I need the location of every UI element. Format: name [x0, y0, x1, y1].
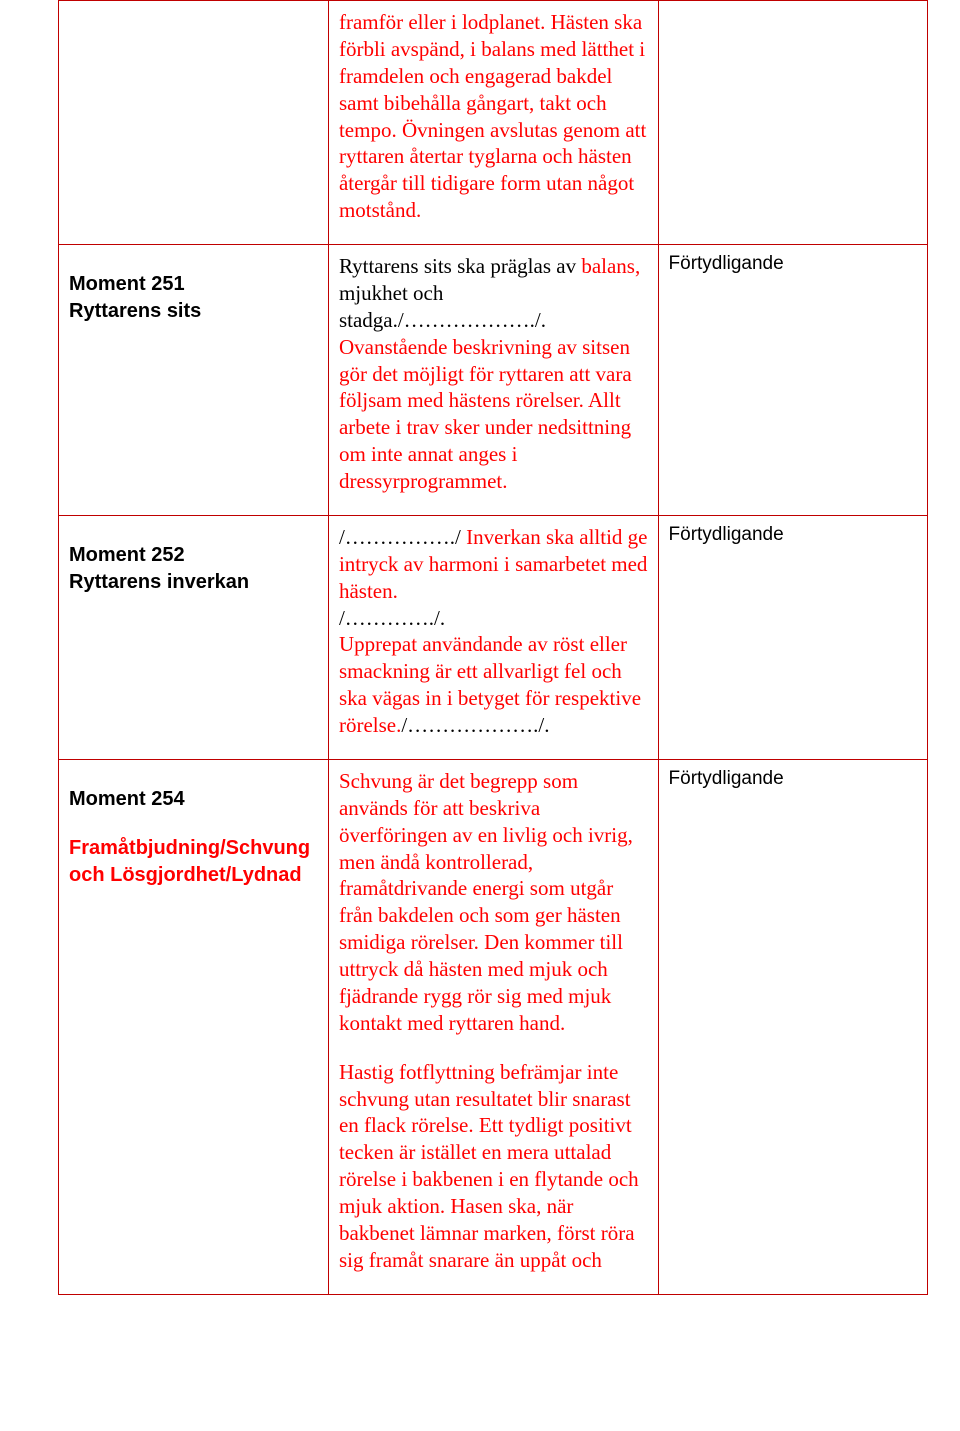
moment-title: Ryttarens sits: [69, 298, 318, 325]
description-text: Hastig fotflyttning befrämjar inte schvu…: [339, 1060, 639, 1272]
description-cell: Schvung är det begrepp som används för a…: [328, 759, 658, 1294]
description-text: /…………./.: [339, 606, 445, 630]
moment-number: Moment 254: [69, 786, 318, 813]
description-cell: Ryttarens sits ska präglas av balans, mj…: [328, 245, 658, 516]
table-row: Moment 252 Ryttarens inverkan /……………./ I…: [59, 515, 928, 759]
moment-number: Moment 251: [69, 271, 318, 298]
note-cell: [658, 1, 927, 245]
moment-number: Moment 252: [69, 542, 318, 569]
moment-cell: Moment 251 Ryttarens sits: [59, 245, 329, 516]
description-text: Ryttarens sits ska präglas av: [339, 254, 581, 278]
description-cell: /……………./ Inverkan ska alltid ge intryck …: [328, 515, 658, 759]
note-text: Förtydligande: [669, 524, 917, 546]
description-text: balans,: [581, 254, 640, 278]
table-row: Moment 254 Framåtbjudning/Schvung och Lö…: [59, 759, 928, 1294]
description-cell: framför eller i lodplanet. Hästen ska fö…: [328, 1, 658, 245]
note-cell: Förtydligande: [658, 515, 927, 759]
note-cell: Förtydligande: [658, 245, 927, 516]
moment-cell: Moment 252 Ryttarens inverkan: [59, 515, 329, 759]
document-table: framför eller i lodplanet. Hästen ska fö…: [58, 0, 928, 1295]
description-text: mjukhet och stadga./………………./.: [339, 281, 546, 332]
table-row: Moment 251 Ryttarens sits Ryttarens sits…: [59, 245, 928, 516]
note-text: Förtydligande: [669, 768, 917, 790]
description-text: Schvung är det begrepp som används för a…: [339, 769, 633, 1035]
note-text: Förtydligande: [669, 253, 917, 275]
description-text: /……………./: [339, 525, 461, 549]
moment-title: Ryttarens inverkan: [69, 569, 318, 596]
moment-cell: Moment 254 Framåtbjudning/Schvung och Lö…: [59, 759, 329, 1294]
note-cell: Förtydligande: [658, 759, 927, 1294]
description-text: framför eller i lodplanet. Hästen ska fö…: [339, 10, 646, 222]
description-text: /………………./.: [401, 713, 549, 737]
table-row: framför eller i lodplanet. Hästen ska fö…: [59, 1, 928, 245]
moment-title: Framåtbjudning/Schvung och Lösgjordhet/L…: [69, 835, 318, 889]
description-text: Ovanstående beskrivning av sitsen gör de…: [339, 335, 632, 493]
moment-cell: [59, 1, 329, 245]
